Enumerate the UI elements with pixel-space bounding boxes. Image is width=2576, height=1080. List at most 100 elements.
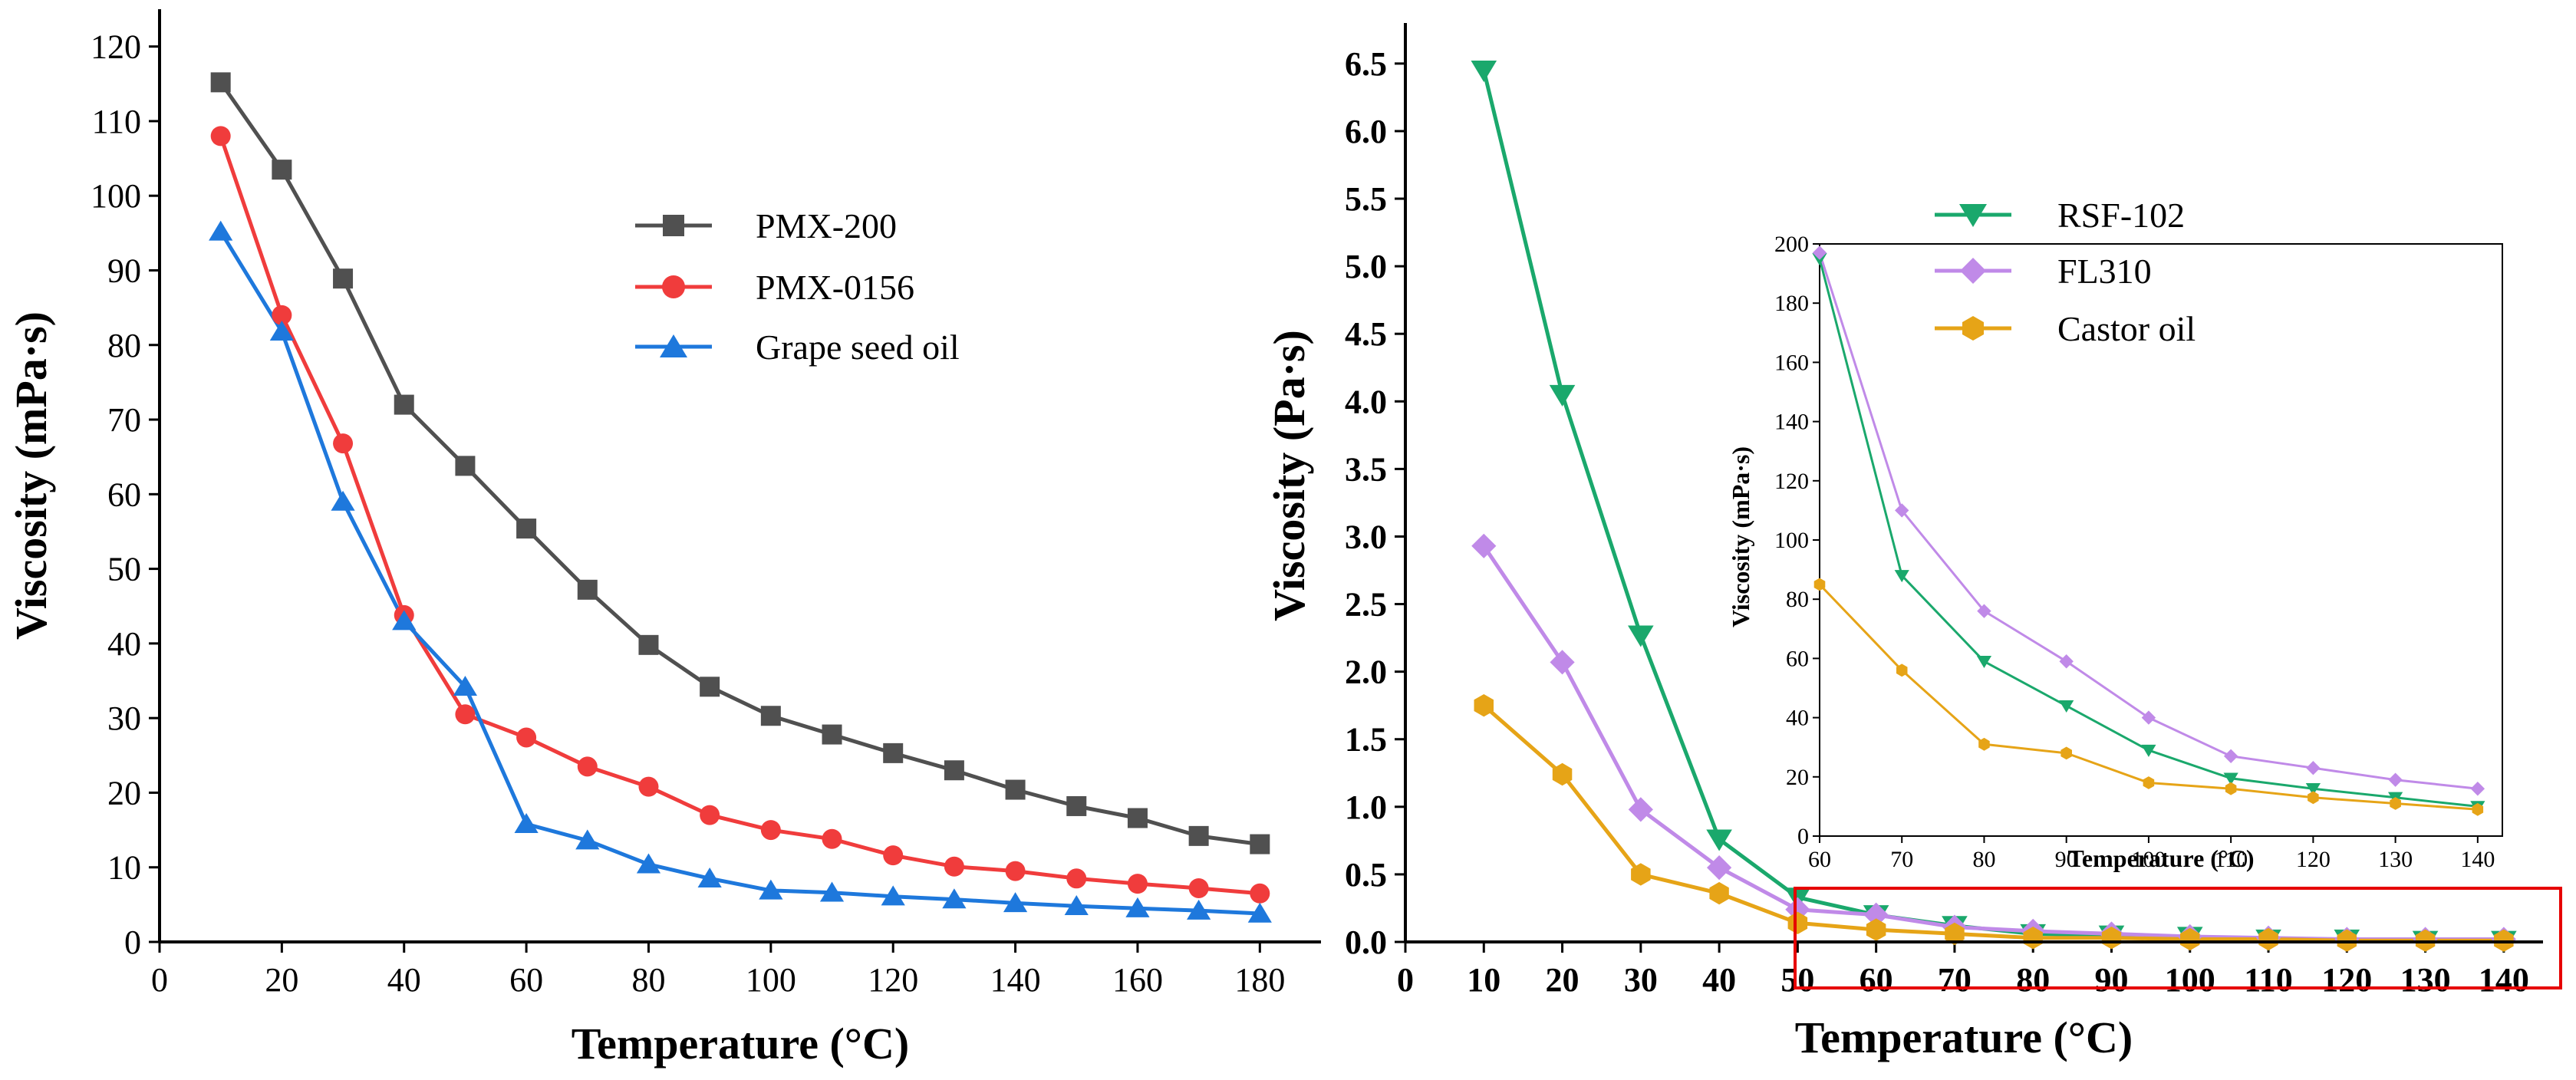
left-x-tick-label: 100: [746, 961, 796, 999]
right-x-tick-label: 80: [2016, 961, 2050, 999]
right-data-point-castor-oil: [2023, 927, 2043, 950]
right-y-tick-label: 2.5: [1345, 586, 1387, 624]
right-x-tick-label: 90: [2094, 961, 2128, 999]
inset-y-tick-label: 60: [1786, 646, 1809, 671]
inset-data-point-rsf-102: [1894, 570, 1909, 583]
left-data-point-pmx-0156: [1127, 874, 1148, 894]
inset-x-tick-label: 60: [1808, 847, 1831, 872]
inset-data-point-fl310: [1895, 503, 1909, 518]
left-data-point-pmx-0156: [1250, 883, 1270, 904]
right-y-tick-label: 0.0: [1345, 924, 1387, 961]
left-y-tick-label: 20: [107, 774, 141, 812]
inset-x-tick-label: 90: [2055, 847, 2078, 872]
right-y-tick-label: 2.0: [1345, 654, 1387, 691]
inset-data-point-castor-oil: [1978, 737, 1990, 751]
left-data-point-pmx-0156: [455, 704, 476, 725]
left-data-point-grape-seed-oil: [392, 610, 417, 631]
right-x-tick-label: 140: [2479, 961, 2529, 999]
right-y-tick-label: 3.5: [1345, 450, 1387, 488]
right-y-tick-label: 1.5: [1345, 721, 1387, 759]
inset-data-point-rsf-102: [2059, 700, 2074, 713]
legend-marker-castor-oil: [1962, 316, 1984, 341]
left-y-tick-label: 90: [107, 252, 141, 289]
right-y-tick-label: 1.0: [1345, 789, 1387, 826]
right-y-axis-title: Viscosity (Pa·s): [1264, 330, 1314, 621]
left-legend: PMX-200 PMX-0156 Grape seed oil: [635, 206, 960, 367]
left-data-point-grape-seed-oil: [269, 320, 294, 341]
left-x-tick-label: 40: [387, 961, 421, 999]
right-y-tick-label: 3.0: [1345, 518, 1387, 555]
right-data-point-castor-oil: [2180, 927, 2200, 951]
inset-x-tick-label: 100: [2131, 847, 2166, 872]
legend-label-castor-oil: Castor oil: [2057, 309, 2196, 348]
left-y-tick-label: 50: [107, 551, 141, 588]
left-data-point-pmx-0156: [1005, 861, 1026, 881]
inset-y-tick-label: 0: [1797, 824, 1809, 849]
right-data-point-rsf-102: [1628, 625, 1654, 647]
inset-y-tick-label: 80: [1786, 587, 1809, 612]
left-y-tick-label: 70: [107, 401, 141, 439]
left-data-point-grape-seed-oil: [942, 888, 967, 909]
left-x-tick-label: 20: [265, 961, 298, 999]
inset-y-tick-label: 140: [1774, 410, 1809, 435]
left-data-point-pmx-200: [760, 706, 781, 726]
left-data-point-pmx-0156: [944, 856, 964, 877]
left-data-point-grape-seed-oil: [759, 879, 783, 900]
left-data-point-pmx-200: [944, 760, 964, 781]
left-data-point-pmx-0156: [333, 433, 354, 454]
right-data-point-fl310: [1471, 533, 1497, 558]
inset-data-point-rsf-102: [2223, 772, 2238, 785]
right-data-point-rsf-102: [1549, 384, 1576, 407]
left-data-point-grape-seed-oil: [1247, 902, 1272, 923]
left-y-tick-label: 80: [107, 327, 141, 364]
left-y-tick-label: 120: [91, 28, 141, 66]
inset-data-point-castor-oil: [1813, 578, 1826, 591]
inset-data-point-castor-oil: [1896, 663, 1908, 677]
inset-data-point-rsf-102: [2305, 783, 2321, 796]
left-x-tick-label: 180: [1234, 961, 1285, 999]
inset-y-tick-label: 120: [1774, 469, 1809, 494]
right-x-axis-title: Temperature (°C): [1795, 1012, 2133, 1062]
left-chart: 0 20 40 60 80 100 120 140 160 180 0 10 20 30 40 50 60 70 8…: [6, 9, 1321, 1068]
left-data-point-pmx-200: [272, 160, 292, 180]
right-data-point-fl310: [1707, 855, 1732, 881]
left-y-axis-title: Viscosity (mPa·s): [6, 311, 56, 640]
left-x-tick-label: 80: [631, 961, 665, 999]
right-data-point-castor-oil: [1709, 881, 1729, 905]
left-data-point-grape-seed-oil: [819, 881, 845, 902]
right-data-point-fl310: [1628, 797, 1653, 822]
left-data-point-grape-seed-oil: [697, 868, 722, 888]
left-data-point-pmx-0156: [577, 756, 598, 777]
right-y-tick-label: 5.5: [1345, 180, 1387, 218]
left-x-tick-label: 120: [868, 961, 918, 999]
right-data-point-castor-oil: [1631, 863, 1651, 886]
right-legend: RSF-102 FL310 Castor oil: [1935, 196, 2196, 348]
legend-marker-pmx-200: [663, 215, 684, 236]
inset-data-point-fl310: [2141, 710, 2156, 725]
inset-y-tick-label: 180: [1774, 291, 1809, 316]
inset-data-point-fl310: [1977, 604, 1991, 618]
right-data-point-fl310: [1550, 650, 1575, 675]
left-data-point-pmx-0156: [1066, 868, 1087, 889]
inset-y-tick-label: 100: [1774, 528, 1809, 553]
right-x-tick-label: 60: [1860, 961, 1893, 999]
left-series-line-pmx-0156: [219, 135, 1260, 896]
inset-x-tick-label: 110: [2214, 847, 2248, 872]
right-y-tick-label: 6.5: [1345, 45, 1387, 83]
left-data-point-pmx-200: [1188, 825, 1209, 846]
left-data-point-grape-seed-oil: [1187, 899, 1211, 920]
right-x-tick-label: 100: [2165, 961, 2215, 999]
left-data-point-pmx-0156: [700, 805, 720, 825]
left-data-point-pmx-0156: [883, 845, 904, 866]
left-data-point-pmx-200: [883, 742, 904, 763]
left-data-point-pmx-0156: [760, 820, 781, 841]
right-y-tick-label: 5.0: [1345, 248, 1387, 285]
right-data-point-fl310: [1863, 902, 1889, 927]
inset-x-tick-label: 120: [2296, 847, 2331, 872]
right-data-point-castor-oil: [1552, 762, 1573, 786]
inset-data-point-fl310: [2470, 782, 2485, 796]
inset-y-tick-label: 160: [1774, 350, 1809, 375]
right-x-tick-label: 50: [1780, 961, 1814, 999]
right-x-tick-label: 110: [2244, 961, 2293, 999]
